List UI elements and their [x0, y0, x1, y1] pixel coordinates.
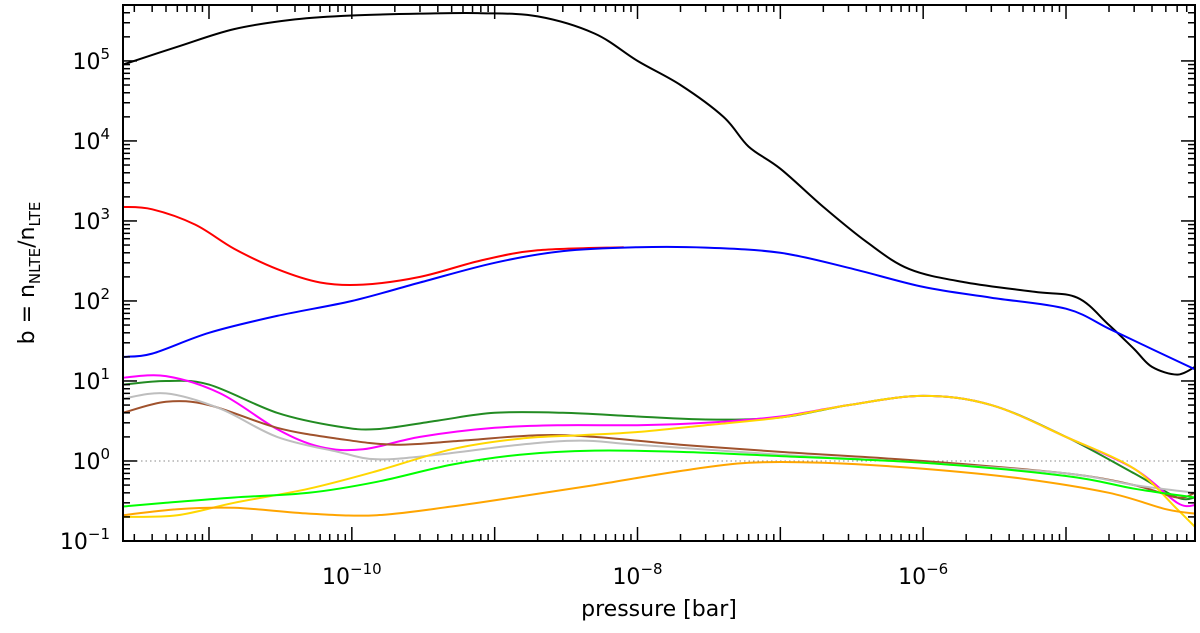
- series-line-7: [123, 392, 1195, 494]
- ticks-group: 10−10 10−8 10−6 10−1 100 101 102 103 104 105: [60, 4, 1196, 590]
- y-label-sub-lte: LTE: [26, 202, 44, 227]
- y-tick-label: 104: [72, 125, 110, 155]
- y-label-mid: /n: [15, 227, 40, 248]
- series-line-2: [123, 205, 624, 287]
- series-line-9: [123, 449, 1195, 508]
- series-line-3: [123, 245, 1195, 371]
- x-tick-label: 10−8: [612, 560, 662, 590]
- y-tick-label: 10−1: [60, 525, 110, 555]
- y-tick-label: 105: [72, 45, 110, 75]
- y-tick-label: 100: [72, 445, 110, 475]
- x-tick-label: 10−6: [898, 560, 948, 590]
- x-tick-label: 10−10: [322, 560, 382, 590]
- series-group: [123, 12, 1195, 528]
- x-axis-label: pressure [bar]: [581, 597, 737, 622]
- y-tick-label: 102: [72, 285, 110, 315]
- series-line-10: [123, 460, 1195, 517]
- y-axis-label: b = nNLTE/nLTE: [15, 202, 44, 345]
- y-label-base: b = n: [15, 284, 40, 344]
- y-tick-label: 101: [72, 365, 110, 395]
- series-line-8: [123, 394, 1195, 528]
- y-tick-label: 103: [72, 205, 110, 235]
- plot-frame: [122, 4, 1196, 542]
- y-label-sub-nlte: NLTE: [26, 248, 44, 284]
